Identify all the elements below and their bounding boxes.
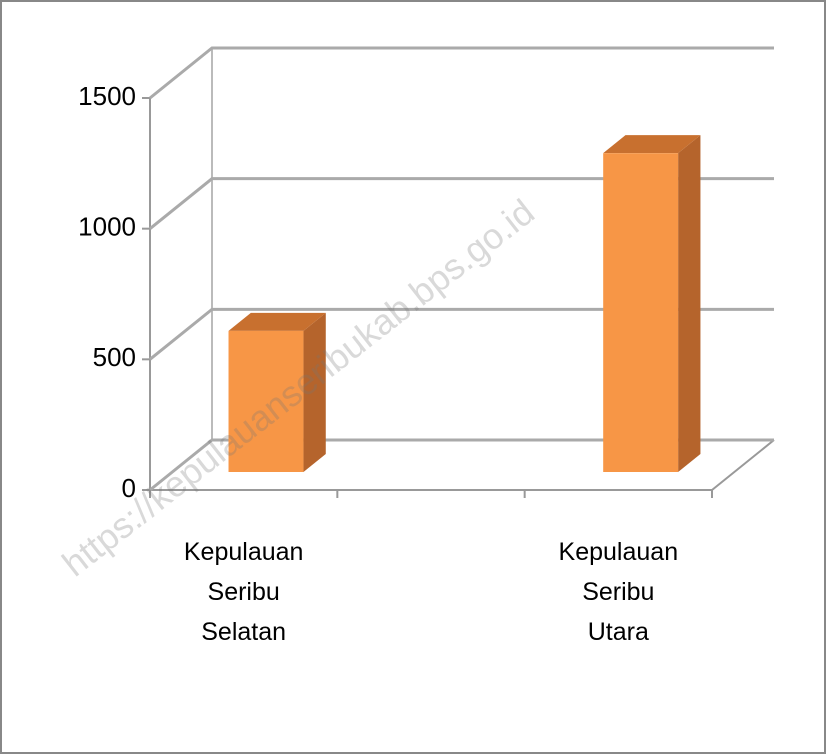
y-tick-label: 500 [93, 342, 136, 372]
bar [228, 330, 304, 472]
grid-line [149, 438, 774, 492]
bar-top [603, 135, 701, 154]
grid-line [149, 307, 774, 361]
floor-right [711, 439, 775, 491]
bar-side [678, 135, 701, 472]
bar [603, 153, 679, 472]
y-tick-label: 0 [122, 473, 136, 503]
x-tick-label: Kepulauan Seribu Selatan [183, 538, 304, 646]
grid-line [149, 177, 774, 230]
bar-side [303, 312, 326, 472]
x-tick-label: Kepulauan Seribu Utara [558, 538, 679, 646]
bar-top [228, 312, 326, 331]
grid-line [149, 46, 774, 100]
y-tick-label: 1000 [78, 212, 136, 242]
y-tick-label: 1500 [78, 81, 136, 111]
